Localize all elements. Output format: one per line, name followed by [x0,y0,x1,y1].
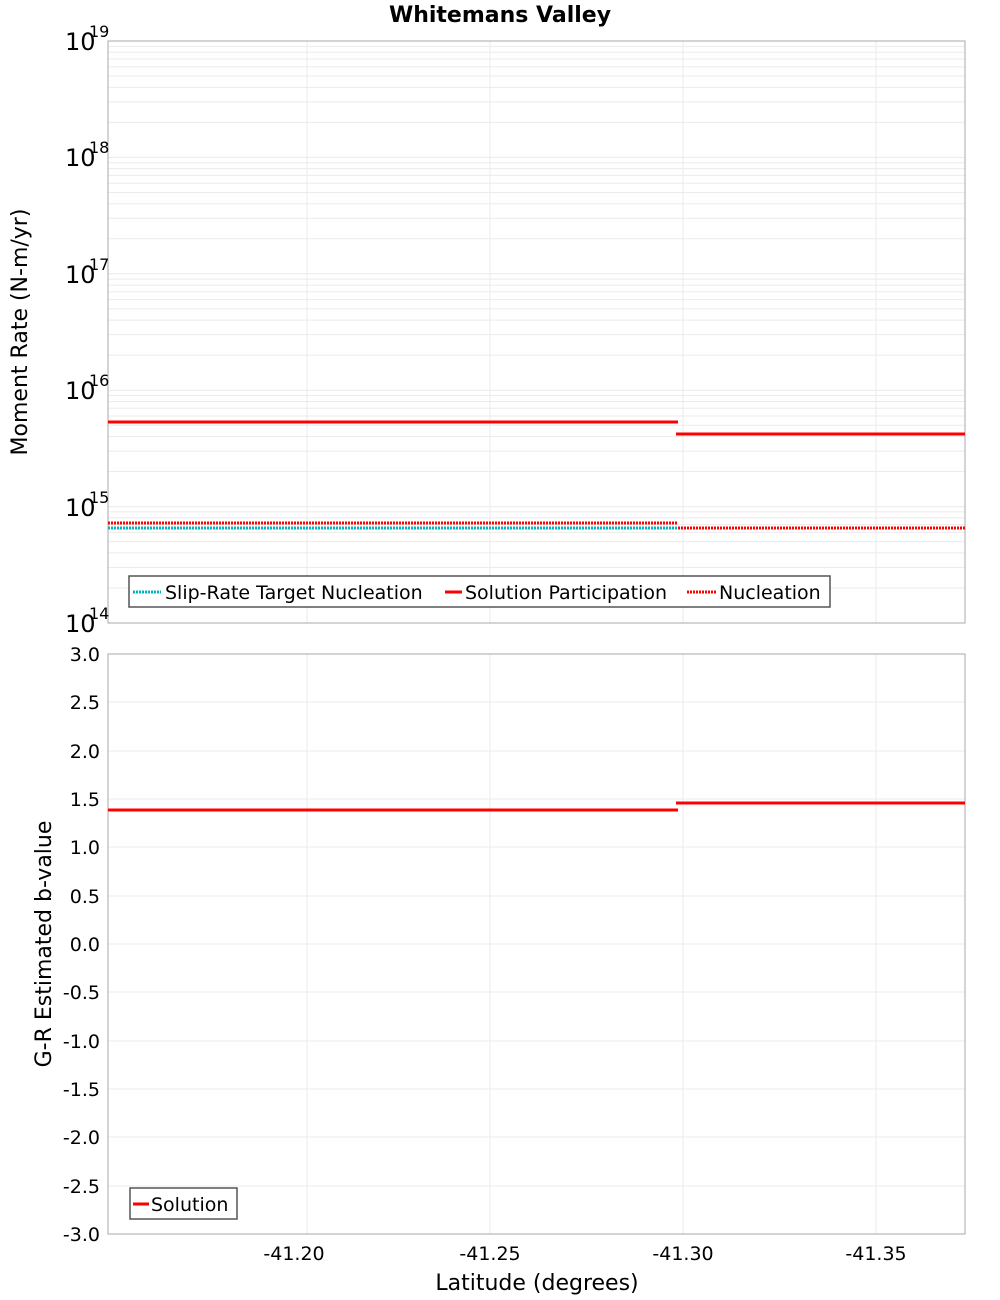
legend-label-target: Slip-Rate Target Nucleation [165,582,423,604]
top-y-ticks: 10 19 10 18 10 17 10 16 10 15 10 14 [65,22,109,638]
svg-text:-2.0: -2.0 [63,1127,100,1149]
svg-text:2.0: 2.0 [70,741,100,763]
legend-label-solution: Solution [151,1194,228,1216]
svg-text:2.5: 2.5 [70,692,100,714]
legend-label-participation: Solution Participation [465,582,667,604]
svg-text:-41.25: -41.25 [459,1243,520,1265]
svg-text:-2.5: -2.5 [63,1176,100,1198]
top-legend: Slip-Rate Target Nucleation Solution Par… [128,575,831,608]
svg-text:19: 19 [89,22,109,41]
svg-text:1.0: 1.0 [70,837,100,859]
bottom-plot-frame [107,653,966,1235]
series-solution-b-value [108,801,965,812]
legend-label-nucleation: Nucleation [719,582,821,604]
series-nucleation [108,521,965,530]
series-solution-participation [108,420,965,436]
svg-text:-0.5: -0.5 [63,982,100,1004]
bottom-plot: 3.0 2.5 2.0 1.5 1.0 0.5 0.0 -0.5 -1.0 -1… [32,644,966,1246]
svg-text:16: 16 [89,371,109,390]
svg-text:10: 10 [65,610,96,638]
svg-text:18: 18 [89,138,109,157]
svg-text:10: 10 [65,494,96,522]
svg-text:10: 10 [65,28,96,56]
svg-text:10: 10 [65,261,96,289]
bottom-gridlines [108,654,965,1234]
svg-text:10: 10 [65,377,96,405]
top-vertical-gridlines [306,41,877,623]
svg-text:-41.30: -41.30 [652,1243,713,1265]
svg-text:-41.20: -41.20 [263,1243,324,1265]
svg-text:-3.0: -3.0 [63,1224,100,1246]
svg-text:14: 14 [89,604,109,623]
svg-text:-1.0: -1.0 [63,1031,100,1053]
chart-title: Whitemans Valley [389,3,611,28]
svg-text:0.5: 0.5 [70,886,100,908]
svg-text:1.5: 1.5 [70,789,100,811]
top-gridlines [108,45,965,624]
bottom-legend: Solution [129,1187,238,1220]
top-y-axis-label: Moment Rate (N-m/yr) [8,209,33,456]
svg-text:17: 17 [89,255,109,274]
x-axis-label: Latitude (degrees) [435,1271,638,1296]
bottom-y-axis-label: G-R Estimated b-value [32,821,57,1068]
svg-text:10: 10 [65,144,96,172]
svg-text:15: 15 [89,488,109,507]
x-axis-ticks: -41.20 -41.25 -41.30 -41.35 [263,1243,906,1265]
svg-text:0.0: 0.0 [70,934,100,956]
top-plot-frame [107,40,966,624]
bottom-y-ticks: 3.0 2.5 2.0 1.5 1.0 0.5 0.0 -0.5 -1.0 -1… [63,644,100,1246]
svg-text:3.0: 3.0 [70,644,100,666]
svg-text:-41.35: -41.35 [845,1243,906,1265]
svg-text:-1.5: -1.5 [63,1079,100,1101]
top-plot: 10 19 10 18 10 17 10 16 10 15 10 14 Mome… [8,22,966,638]
